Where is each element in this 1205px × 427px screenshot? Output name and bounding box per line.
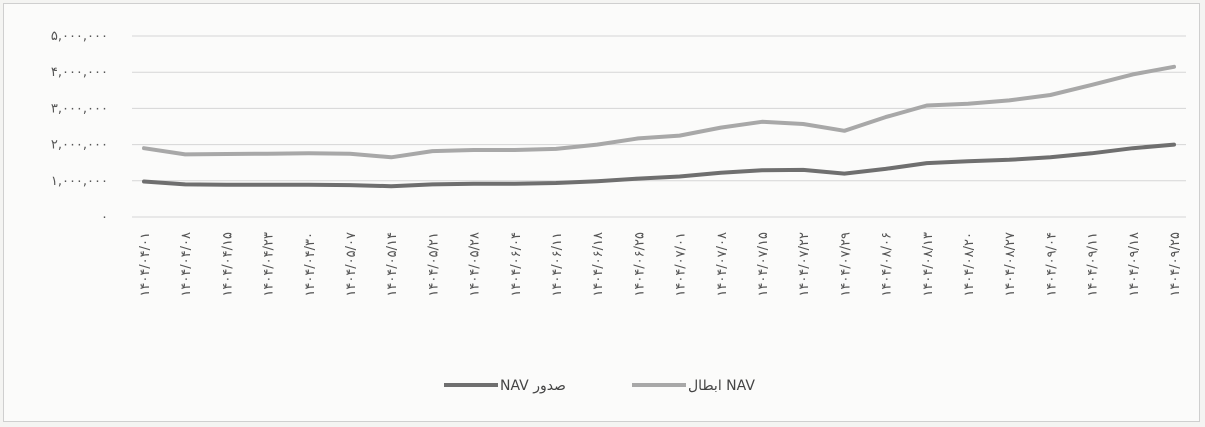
legend-label-redemption: ابطال NAV <box>688 378 755 394</box>
series-line-redemption <box>142 64 1176 160</box>
x-tick-label-24: ۱۴۰۴/۰۹/۱۸ <box>1127 232 1142 297</box>
x-tick-label-12: ۱۴۰۴/۰۶/۲۵ <box>632 232 647 297</box>
x-tick-label-15: ۱۴۰۴/۰۷/۱۵ <box>756 232 771 297</box>
line-chart: ۰ ۱,۰۰۰,۰۰۰ ۲,۰۰۰,۰۰۰ ۳,۰۰۰,۰۰۰ ۴,۰۰۰,۰۰۰ ۵,۰… <box>51 29 1186 394</box>
legend: NAV صدور ابطال NAV <box>444 378 755 394</box>
x-tick-label-6: ۱۴۰۴/۰۵/۱۴ <box>385 232 400 297</box>
y-tick-label-0: ۰ <box>101 210 108 225</box>
x-tick-label-11: ۱۴۰۴/۰۶/۱۸ <box>591 232 606 297</box>
legend-label-issue: NAV صدور <box>500 378 566 394</box>
x-tick-label-25: ۱۴۰۴/۰۹/۲۵ <box>1168 232 1183 297</box>
x-tick-label-5: ۱۴۰۴/۰۵/۰۷ <box>344 232 359 297</box>
x-tick-label-20: ۱۴۰۴/۰۸/۲۰ <box>962 232 977 297</box>
y-axis-ticks: ۰ ۱,۰۰۰,۰۰۰ ۲,۰۰۰,۰۰۰ ۳,۰۰۰,۰۰۰ ۴,۰۰۰,۰۰۰ ۵,۰… <box>51 29 108 225</box>
x-tick-label-18: ۱۴۰۴/۰۸/۰۶ <box>880 232 895 297</box>
x-tick-label-4: ۱۴۰۴/۰۴/۳۰ <box>303 232 318 297</box>
x-tick-label-23: ۱۴۰۴/۰۹/۱۱ <box>1086 232 1101 297</box>
grid-lines <box>132 35 1186 218</box>
x-axis-ticks: ۱۴۰۴/۰۴/۰۱ ۱۴۰۴/۰۴/۰۸ ۱۴۰۴/۰۴/۱۵ ۱۴۰۴/۰۴/۲۳… <box>138 232 1183 297</box>
chart-frame: ۰ ۱,۰۰۰,۰۰۰ ۲,۰۰۰,۰۰۰ ۳,۰۰۰,۰۰۰ ۴,۰۰۰,۰۰۰ ۵,۰… <box>3 3 1200 422</box>
x-tick-label-14: ۱۴۰۴/۰۷/۰۸ <box>715 232 730 297</box>
x-tick-label-0: ۱۴۰۴/۰۴/۰۱ <box>138 232 153 297</box>
y-tick-label-3: ۳,۰۰۰,۰۰۰ <box>51 101 108 116</box>
x-tick-label-1: ۱۴۰۴/۰۴/۰۸ <box>179 232 194 297</box>
x-tick-label-21: ۱۴۰۴/۰۸/۲۷ <box>1003 232 1018 297</box>
x-tick-label-8: ۱۴۰۴/۰۵/۲۸ <box>468 232 483 297</box>
x-tick-label-3: ۱۴۰۴/۰۴/۲۳ <box>262 232 277 297</box>
y-tick-label-2: ۲,۰۰۰,۰۰۰ <box>51 138 108 153</box>
x-tick-label-2: ۱۴۰۴/۰۴/۱۵ <box>220 232 235 297</box>
y-tick-label-1: ۱,۰۰۰,۰۰۰ <box>51 174 108 189</box>
x-tick-label-22: ۱۴۰۴/۰۹/۰۴ <box>1044 232 1059 297</box>
x-tick-label-10: ۱۴۰۴/۰۶/۱۱ <box>550 232 565 297</box>
series-lines <box>142 64 1176 189</box>
y-tick-label-5: ۵,۰۰۰,۰۰۰ <box>51 29 108 44</box>
x-tick-label-7: ۱۴۰۴/۰۵/۲۱ <box>426 232 441 297</box>
y-tick-label-4: ۴,۰۰۰,۰۰۰ <box>51 65 108 80</box>
x-tick-label-13: ۱۴۰۴/۰۷/۰۱ <box>674 232 689 297</box>
series-line-issue <box>142 142 1176 189</box>
x-tick-label-9: ۱۴۰۴/۰۶/۰۴ <box>509 232 524 297</box>
x-tick-label-19: ۱۴۰۴/۰۸/۱۳ <box>921 232 936 297</box>
x-tick-label-17: ۱۴۰۴/۰۷/۲۹ <box>838 232 853 297</box>
x-tick-label-16: ۱۴۰۴/۰۷/۲۲ <box>797 232 812 297</box>
